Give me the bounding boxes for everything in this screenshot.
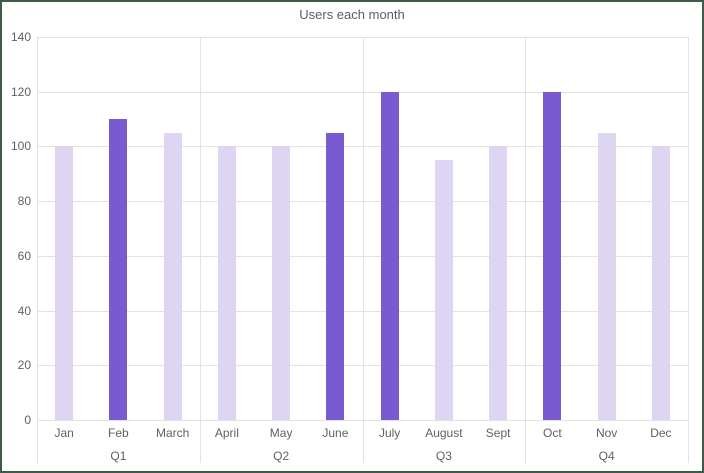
- x-axis-month-label: June: [322, 426, 349, 440]
- y-axis-tick-label: 20: [17, 358, 31, 373]
- bar-emphasis: [109, 119, 128, 420]
- bar: [434, 160, 453, 420]
- x-axis-month-label: Feb: [108, 426, 129, 440]
- x-axis-month-label: Oct: [543, 426, 562, 440]
- x-axis-quarter-label: Q3: [435, 449, 452, 463]
- bar-emphasis: [380, 91, 399, 420]
- y-axis-tick-label: 140: [10, 30, 31, 44]
- plot-left-border: [37, 37, 38, 463]
- bar: [651, 146, 670, 420]
- x-axis-quarter-label: Q1: [110, 449, 127, 463]
- x-axis-month-label: April: [214, 426, 239, 440]
- x-axis-month-label: March: [155, 426, 190, 440]
- bar-emphasis: [326, 132, 345, 420]
- x-axis-quarter-label: Q2: [273, 449, 290, 463]
- bar: [163, 132, 182, 420]
- y-axis-tick-label: 120: [10, 84, 31, 99]
- plot-right-border: [688, 37, 689, 463]
- x-axis-month-label: May: [269, 426, 293, 440]
- bar: [272, 146, 291, 420]
- x-axis-month-label: August: [425, 426, 463, 440]
- y-axis-tick-label: 60: [17, 248, 31, 263]
- x-axis-month-label: Jan: [54, 426, 74, 440]
- bar-emphasis: [543, 91, 562, 420]
- quarter-separator: [362, 37, 364, 463]
- x-axis-month-label: July: [378, 426, 401, 440]
- y-axis-tick-label: 80: [17, 194, 31, 209]
- x-axis-month-label: Dec: [650, 426, 672, 440]
- x-axis-quarter-label: Q4: [598, 449, 615, 463]
- y-axis-tick-label: 0: [24, 413, 31, 427]
- bar: [55, 146, 74, 420]
- quarter-separator: [199, 37, 201, 463]
- y-axis-tick-label: 100: [10, 139, 31, 154]
- chart-title: Users each month: [299, 7, 405, 22]
- quarter-separator: [525, 37, 527, 463]
- y-axis-tick-label: 40: [17, 303, 31, 318]
- x-axis-month-label: Nov: [595, 426, 618, 440]
- bar: [597, 132, 616, 420]
- bar: [489, 146, 508, 420]
- bar: [217, 146, 236, 420]
- x-axis-month-label: Sept: [485, 426, 511, 440]
